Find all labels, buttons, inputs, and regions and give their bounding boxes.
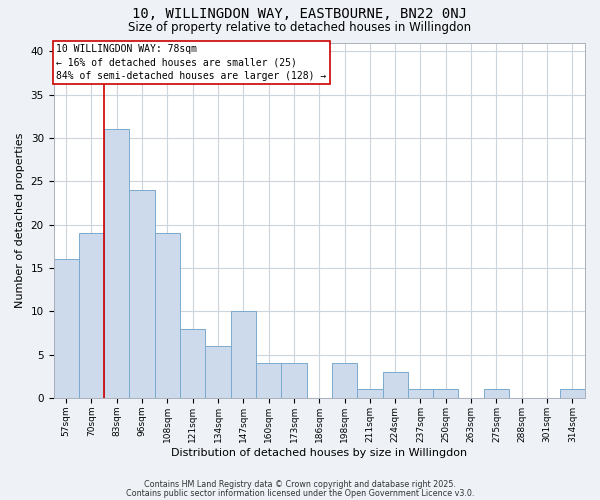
Text: 10 WILLINGDON WAY: 78sqm
← 16% of detached houses are smaller (25)
84% of semi-d: 10 WILLINGDON WAY: 78sqm ← 16% of detach… [56, 44, 326, 80]
Bar [53, 259, 79, 398]
Text: 10, WILLINGDON WAY, EASTBOURNE, BN22 0NJ: 10, WILLINGDON WAY, EASTBOURNE, BN22 0NJ [133, 8, 467, 22]
Bar [155, 233, 180, 398]
Text: Contains public sector information licensed under the Open Government Licence v3: Contains public sector information licen… [126, 489, 474, 498]
Bar [281, 364, 307, 398]
Bar [230, 311, 256, 398]
Bar [180, 328, 205, 398]
Text: Contains HM Land Registry data © Crown copyright and database right 2025.: Contains HM Land Registry data © Crown c… [144, 480, 456, 489]
Text: Size of property relative to detached houses in Willingdon: Size of property relative to detached ho… [128, 21, 472, 34]
Bar [484, 390, 509, 398]
Bar [433, 390, 458, 398]
Bar [383, 372, 408, 398]
Y-axis label: Number of detached properties: Number of detached properties [15, 132, 25, 308]
Bar [104, 129, 130, 398]
Bar [332, 364, 357, 398]
Bar [130, 190, 155, 398]
Bar [408, 390, 433, 398]
Bar [205, 346, 230, 398]
Bar [79, 233, 104, 398]
X-axis label: Distribution of detached houses by size in Willingdon: Distribution of detached houses by size … [171, 448, 467, 458]
Bar [357, 390, 383, 398]
Bar [256, 364, 281, 398]
Bar [560, 390, 585, 398]
